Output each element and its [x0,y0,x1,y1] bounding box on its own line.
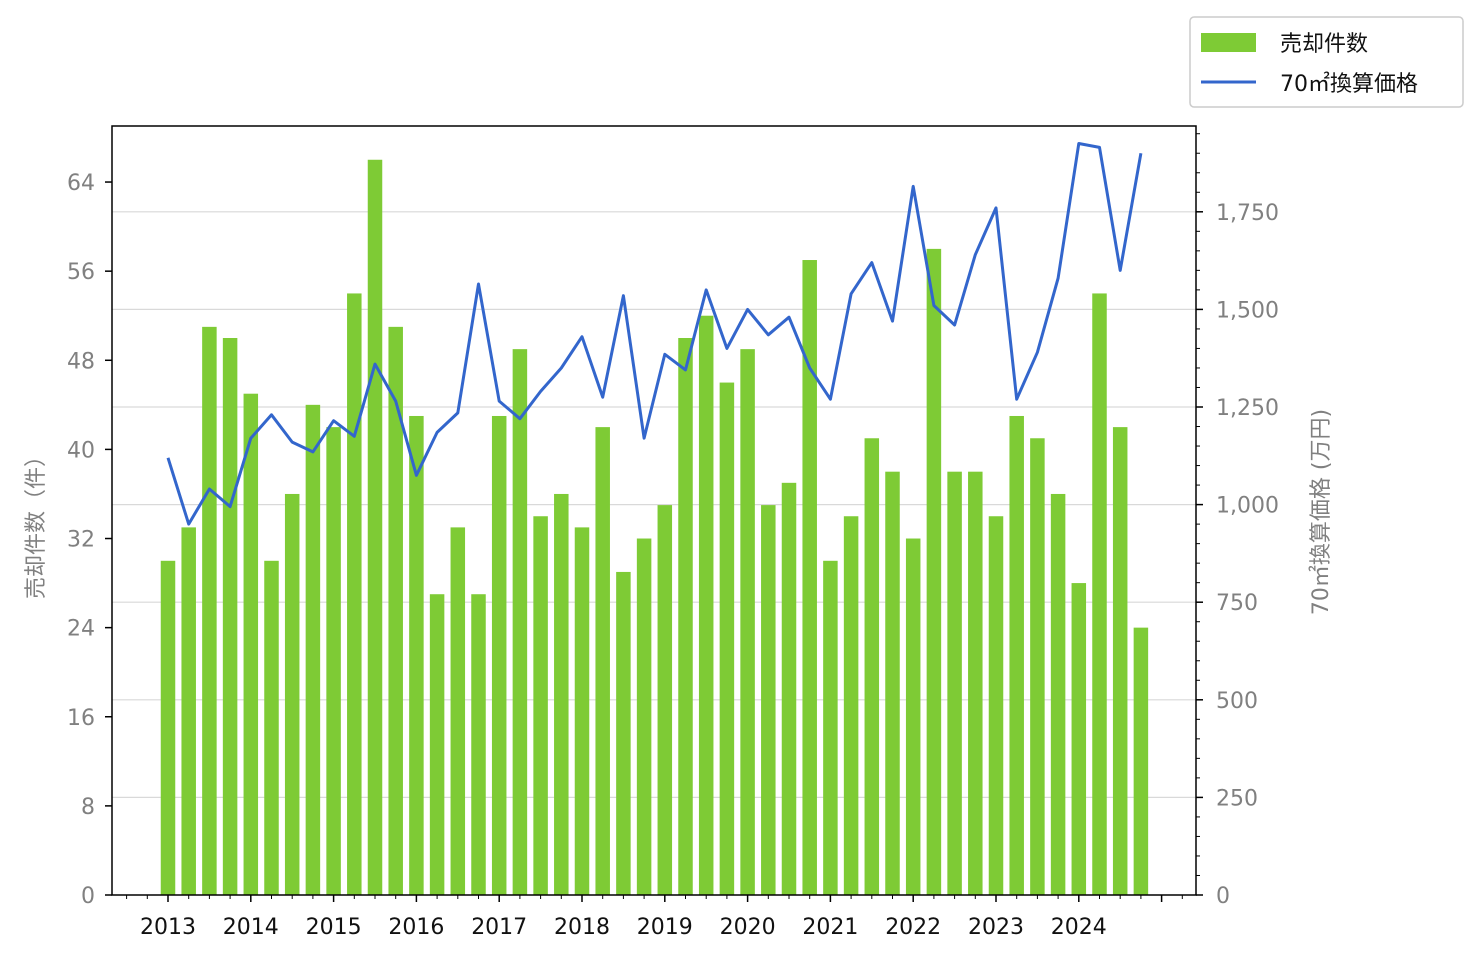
legend-label-bar: 売却件数 [1280,32,1368,57]
bar [1009,415,1024,895]
bar [202,326,217,895]
plot-frame [111,125,1197,896]
x-tick-label: 2024 [1051,915,1107,940]
bar [761,505,776,895]
bar [305,404,321,895]
bar [160,560,176,895]
bar [222,338,238,895]
y-right-tick-label: 1,000 [1216,494,1279,519]
bar [719,382,735,895]
y-left-axis-title: 売却件数（件） [24,445,49,599]
y-left-tick-label: 8 [81,795,95,820]
bar [1112,427,1128,895]
y-left-tick-label: 24 [67,617,95,642]
bar [864,438,880,895]
bar [181,527,196,895]
bar [698,315,714,896]
y-right-tick-label: 0 [1216,884,1230,909]
bar [678,338,693,895]
x-tick-label: 2014 [223,915,279,940]
y-left-tick-label: 0 [81,884,95,909]
y-left-tick-label: 48 [67,349,95,374]
bar [1071,583,1087,895]
bar [347,293,362,895]
bar [988,516,1004,895]
bar [740,349,755,895]
x-tick-label: 2019 [637,915,693,940]
y-right-tick-label: 1,750 [1216,201,1279,226]
x-tick-label: 2023 [968,915,1024,940]
y-right-tick-label: 500 [1216,689,1258,714]
bar [1092,293,1107,895]
bar [885,471,900,895]
bar [843,516,859,895]
bar [1030,438,1045,895]
y-left-tick-label: 32 [67,528,95,553]
bar [367,159,383,895]
bar [409,415,424,895]
bar [781,482,797,895]
bar [264,560,279,895]
x-tick-label: 2016 [388,915,444,940]
bar [947,471,962,895]
bar [450,527,466,895]
bar [968,471,983,895]
bar [905,538,921,895]
y-left-tick-label: 64 [67,171,95,196]
bar [388,326,403,895]
x-tick-label: 2021 [802,915,858,940]
bar [1133,627,1149,895]
legend-frame [1189,16,1464,108]
bar [533,516,548,895]
y-right-tick-label: 1,500 [1216,298,1279,323]
bar [595,427,610,895]
bar [823,560,838,895]
x-tick-label: 2022 [885,915,941,940]
axes: 0 8 16 24 32 40 48 56 64 0 250 500 750 1,000 1,250 1,50… [67,125,1279,940]
price-line [166,142,1143,526]
y-left-tick-label: 16 [67,706,95,731]
bar [491,415,507,895]
legend-label-line: 70㎡換算価格 [1280,71,1418,97]
legend-bar-swatch [1201,33,1256,52]
x-tick-label: 2020 [720,915,776,940]
bar [1050,493,1066,895]
bar [243,393,259,895]
line-series [166,142,1143,526]
y-left-tick-label: 40 [67,438,95,463]
y-right-tick-label: 1,250 [1216,396,1279,421]
bar [471,594,486,895]
x-tick-label: 2017 [471,915,527,940]
bar [616,571,631,895]
x-tick-label: 2018 [554,915,610,940]
bar [926,248,942,895]
bar [636,538,652,895]
x-tick-label: 2013 [140,915,196,940]
x-tick-label: 2015 [306,915,362,940]
legend: 売却件数 70㎡換算価格 [1189,16,1464,108]
bar [574,527,590,895]
bar-series [160,159,1149,896]
bar [512,349,528,895]
bar [802,260,817,895]
bar [284,493,300,895]
y-right-tick-label: 750 [1216,591,1258,616]
bar [657,505,673,895]
bar [326,427,341,895]
y-left-tick-label: 56 [67,260,95,285]
y-right-tick-label: 250 [1216,786,1258,811]
bar [429,594,445,895]
bar [554,493,569,895]
y-right-axis-title: 70㎡換算価格 (万円) [1308,409,1334,615]
